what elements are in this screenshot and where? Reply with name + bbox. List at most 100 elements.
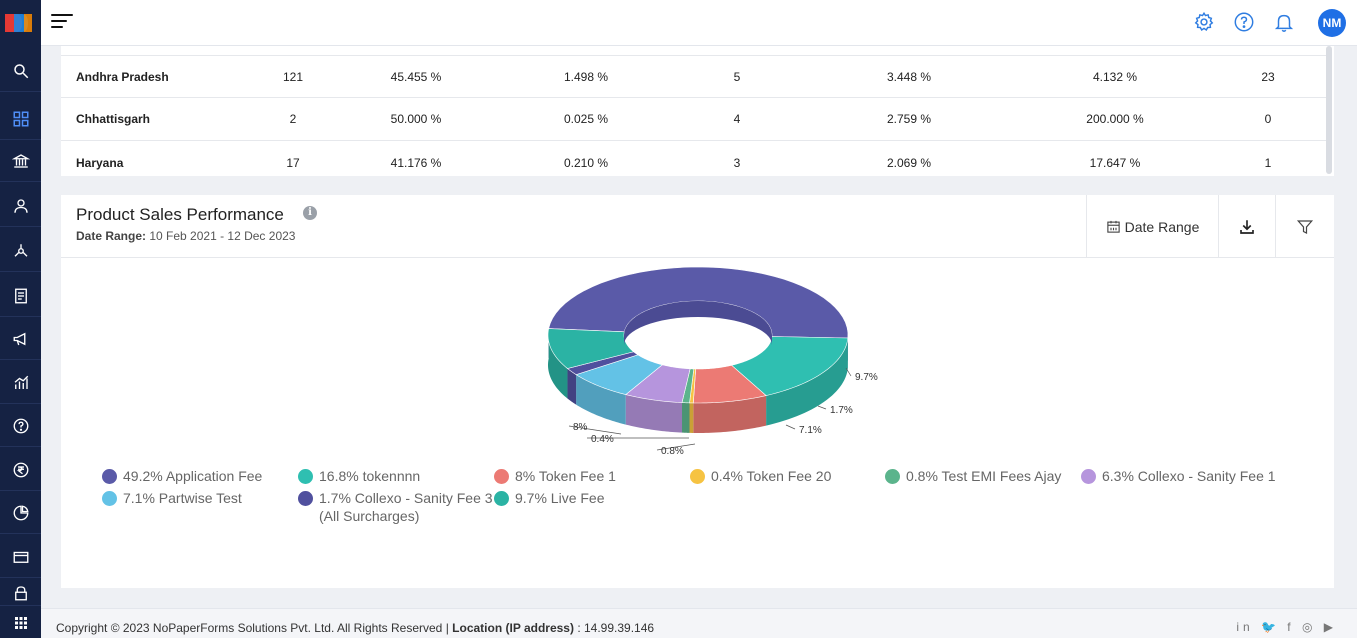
legend-label: 49.2% Application Fee [123,468,263,484]
footer: Copyright © 2023 NoPaperForms Solutions … [41,608,1357,638]
legend-label: 16.8% tokennnn [319,468,421,484]
table-row: Andhra Pradesh 121 45.455 % 1.498 % 5 3.… [61,55,1326,98]
data-label-leader [845,367,852,377]
donut-slice-side [625,394,683,433]
location-label: Location (IP address) [452,621,574,635]
data-label: 7.1% [799,425,822,436]
date-range-button[interactable]: Date Range [1086,195,1218,258]
donut-inner-wall [624,301,772,345]
table-cell: 41.176 % [390,156,442,170]
copyright-text: Copyright © 2023 NoPaperForms Solutions … [56,621,654,635]
donut-slice-side [567,368,577,405]
search-icon[interactable] [0,50,41,92]
legend-dot [1081,469,1096,484]
document-icon[interactable] [0,275,41,317]
legend-dot [102,469,117,484]
legend-dot [298,469,313,484]
donut-slice-side [548,328,568,399]
chart-title: Product Sales Performance [76,205,284,224]
help-icon[interactable] [0,405,41,447]
copyright-label: Copyright © 2023 NoPaperForms Solutions … [56,621,449,635]
state-cell: Haryana [76,156,124,170]
table-cell: 1 [1264,156,1272,170]
donut-slice-side [689,402,694,433]
table-cell: 1.498 % [563,70,609,84]
logo[interactable] [0,0,41,46]
table-cell: 0.025 % [563,112,609,126]
table-cell: 5 [733,70,741,84]
table-scrollbar[interactable] [1326,46,1332,174]
data-label: 9.7% [855,372,878,383]
table-row: Chhattisgarh 2 50.000 % 0.025 % 4 2.759 … [61,98,1326,141]
table-cell: 121 [282,70,304,84]
table-cell: 0.210 % [563,156,609,170]
lock-icon[interactable] [0,580,41,606]
data-label: 1.7% [830,405,853,416]
date-range-label: Date Range: [76,229,147,243]
legend-label: 1.7% Collexo - Sanity Fee 3 [319,490,493,506]
table-cell: 3.448 % [886,70,932,84]
menu-toggle-icon[interactable] [51,14,73,30]
table-cell: 2 [289,112,297,126]
donut-slice-side [693,395,767,433]
info-icon[interactable]: i [303,206,317,220]
date-range-button-label: Date Range [1124,218,1200,235]
megaphone-icon[interactable] [0,318,41,360]
table-row: Haryana 17 41.176 % 0.210 % 3 2.069 % 17… [61,142,1326,176]
data-label-leader [568,425,622,435]
user-avatar[interactable]: NM [1318,9,1346,37]
top-bar: NM [41,0,1357,46]
legend-dot [885,469,900,484]
data-label-leader [817,405,827,410]
legend-dot [298,491,313,506]
legend-label: 7.1% Partwise Test [123,490,242,506]
user-icon[interactable] [0,185,41,227]
table-cell: 3 [733,156,741,170]
calendar-icon [1106,220,1120,233]
table-cell: 4.132 % [1092,70,1138,84]
donut-slice-side [682,402,690,433]
filter-icon [1296,219,1314,234]
date-range-value: 10 Feb 2021 - 12 Dec 2023 [149,229,296,243]
data-label: 0.4% [591,434,614,445]
legend-label: 8% Token Fee 1 [515,468,616,484]
table-cell: 50.000 % [390,112,442,126]
data-label-leader [785,424,796,430]
table-cell: 2.069 % [886,156,932,170]
legend-label: 6.3% Collexo - Sanity Fee 1 [1102,468,1276,484]
table-cell: 17 [286,156,300,170]
donut-slice-side [576,374,626,425]
state-cell: Chhattisgarh [76,112,151,126]
network-icon[interactable] [0,230,41,272]
legend-label: 0.8% Test EMI Fees Ajay [906,468,1062,484]
table-cell: 200.000 % [1086,112,1144,126]
table-cell: 23 [1261,70,1275,84]
card-icon[interactable] [0,536,41,578]
analytics-icon[interactable] [0,362,41,404]
social-links[interactable]: in 🐦 f ◎ ▶ [1236,620,1337,634]
table-cell: 2.759 % [886,112,932,126]
table-cell: 17.647 % [1089,156,1141,170]
table-cell: 45.455 % [390,70,442,84]
data-label: 0.8% [661,446,684,457]
sidebar [0,0,41,638]
pie-chart-icon[interactable] [0,492,41,534]
dashboard-icon[interactable] [0,98,41,140]
notification-bell-icon[interactable] [1273,11,1295,33]
filter-button[interactable] [1275,195,1334,258]
download-icon [1240,219,1254,234]
apps-grid-icon[interactable] [0,608,41,638]
date-range-text: Date Range: 10 Feb 2021 - 12 Dec 2023 [76,229,295,243]
legend-dot [102,491,117,506]
table-cell: 4 [733,112,741,126]
help-circle-icon[interactable] [1233,11,1255,33]
institution-icon[interactable] [0,140,41,182]
rupee-icon[interactable] [0,449,41,491]
chart-header: Product Sales Performance i Date Range: … [61,195,1334,258]
download-button[interactable] [1218,195,1275,258]
state-stats-table: Andhra Pradesh 121 45.455 % 1.498 % 5 3.… [61,46,1334,176]
legend-dot [690,469,705,484]
settings-gear-icon[interactable] [1193,11,1215,33]
legend-label: 9.7% Live Fee [515,490,605,506]
location-value: : 14.99.39.146 [577,621,655,635]
